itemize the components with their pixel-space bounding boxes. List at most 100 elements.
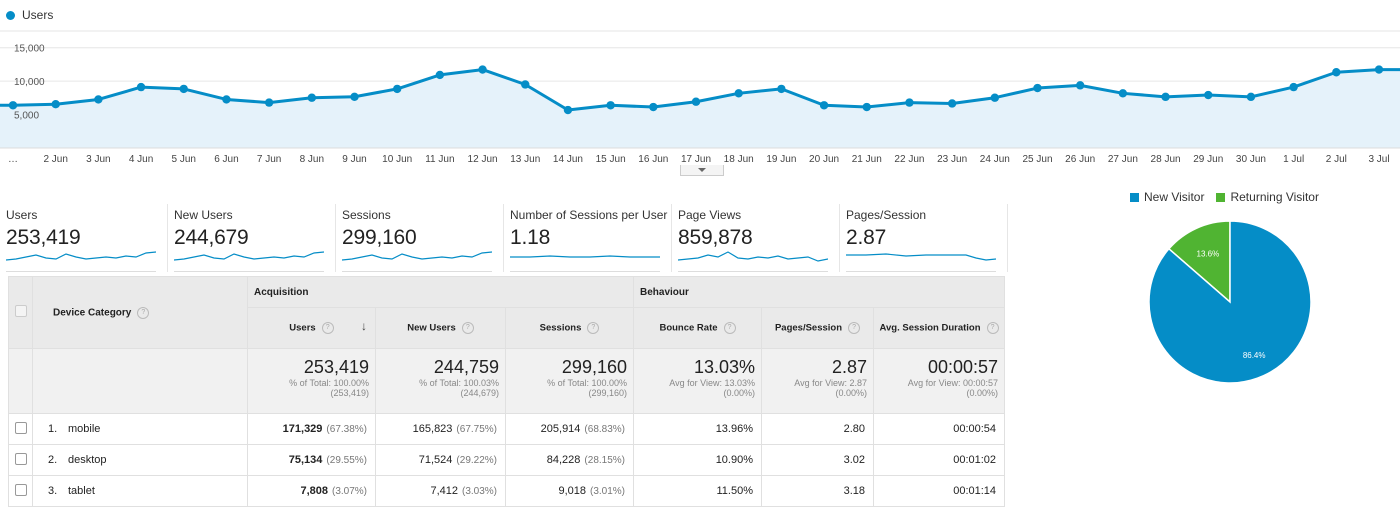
help-icon[interactable]: ? <box>723 322 736 334</box>
help-icon[interactable]: ? <box>986 322 999 334</box>
column-header-sessions[interactable]: Sessions? <box>505 307 634 349</box>
acquisition-group-header: Acquisition <box>247 276 634 308</box>
data-point[interactable] <box>563 105 573 115</box>
pie-legend-item-returning-visitor[interactable]: Returning Visitor <box>1216 190 1319 204</box>
pie-slice-new-visitor[interactable] <box>1148 220 1312 384</box>
select-all-checkbox[interactable] <box>15 305 27 317</box>
data-point[interactable] <box>1374 65 1384 74</box>
data-point[interactable] <box>905 98 914 107</box>
data-point[interactable] <box>392 84 402 94</box>
x-tick-label: 17 Jun <box>681 154 711 165</box>
data-point[interactable] <box>94 95 103 104</box>
column-header-avg-session-duration[interactable]: Avg. Session Duration? <box>872 307 1006 349</box>
pie-slice-returning-visitor[interactable] <box>1167 220 1231 304</box>
data-point[interactable] <box>1075 81 1085 90</box>
scorecard-value: 859,878 <box>678 226 753 249</box>
help-icon[interactable]: ? <box>137 306 150 319</box>
x-tick-label: 19 Jun <box>766 154 796 165</box>
sort-descending-icon[interactable]: ↓ <box>361 319 367 333</box>
totals-label-cell <box>32 348 248 414</box>
help-icon[interactable]: ? <box>461 322 474 334</box>
data-point[interactable] <box>947 99 957 108</box>
x-tick-label: 27 Jun <box>1108 154 1138 165</box>
data-point[interactable] <box>1204 90 1213 100</box>
data-point[interactable] <box>990 93 1000 102</box>
device-link[interactable]: tablet <box>68 485 95 497</box>
column-header-bounce-rate[interactable]: Bounce Rate? <box>633 307 762 349</box>
data-point[interactable] <box>649 102 658 112</box>
column-header-users[interactable]: Users? ↓ <box>247 307 376 349</box>
data-point[interactable] <box>8 101 18 110</box>
help-icon[interactable]: ? <box>587 322 600 334</box>
device-link[interactable]: desktop <box>68 454 107 466</box>
data-point[interactable] <box>136 82 146 92</box>
x-tick-label: 8 Jun <box>300 154 324 165</box>
chart-legend-label: Users <box>22 8 54 22</box>
data-point[interactable] <box>1033 83 1042 93</box>
table-row: 1. mobile 171,329 (67.38%) 165,823 (67.75%)… <box>8 413 1006 445</box>
data-point[interactable] <box>1118 89 1128 98</box>
dimension-header[interactable]: Device Category? <box>32 276 248 349</box>
scorecard-users[interactable]: Users 253,419 <box>0 204 168 272</box>
column-header-new-users[interactable]: New Users? <box>375 307 506 349</box>
column-header-label: Pages/Session <box>774 322 843 334</box>
help-icon[interactable]: ? <box>848 322 861 334</box>
device-link[interactable]: mobile <box>68 423 101 435</box>
series-area <box>0 69 1400 148</box>
chart-legend[interactable]: Users <box>6 8 53 22</box>
cell-value: 165,823 <box>412 423 453 435</box>
x-tick-label: 2 Jul <box>1326 154 1347 165</box>
legend-swatch-icon <box>1130 192 1139 202</box>
data-point[interactable] <box>691 97 701 106</box>
scorecard-page-views[interactable]: Page Views 859,878 <box>672 204 840 272</box>
scorecard-sessions-per-user[interactable]: Number of Sessions per User 1.18 <box>504 204 672 272</box>
visitor-type-pie-chart[interactable]: 13.6% 86.4% <box>1140 212 1320 392</box>
total-value: 2.87 <box>831 357 867 377</box>
data-point[interactable] <box>478 65 487 74</box>
data-point[interactable] <box>1332 68 1341 77</box>
data-point[interactable] <box>307 93 317 102</box>
data-point[interactable] <box>1289 82 1298 92</box>
data-point[interactable] <box>51 100 60 109</box>
data-point[interactable] <box>222 95 231 104</box>
total-subtext: (0.00%) <box>723 388 755 398</box>
data-point[interactable] <box>777 84 786 94</box>
scorecard-sessions[interactable]: Sessions 299,160 <box>336 204 504 272</box>
total-value: 244,759 <box>433 357 499 377</box>
data-point[interactable] <box>819 101 829 110</box>
scorecard-underline <box>6 271 156 272</box>
data-point[interactable] <box>521 80 530 89</box>
scorecard-underline <box>342 271 492 272</box>
x-tick-label: 15 Jun <box>596 154 626 165</box>
data-point[interactable] <box>264 98 274 107</box>
row-checkbox[interactable] <box>14 421 27 434</box>
row-checkbox[interactable] <box>14 452 27 465</box>
scorecard-value: 253,419 <box>6 226 81 249</box>
cell-percent: (3.07%) <box>331 486 367 497</box>
data-point[interactable] <box>435 70 445 80</box>
scorecard-new-users[interactable]: New Users 244,679 <box>168 204 336 272</box>
data-point[interactable] <box>606 101 615 110</box>
device-category-table: Device Category? Acquisition Behaviour U… <box>8 276 1006 507</box>
column-header-pages-per-session[interactable]: Pages/Session? <box>761 307 874 349</box>
data-point[interactable] <box>734 89 743 98</box>
x-tick-label: 20 Jun <box>809 154 839 165</box>
x-tick-label: 16 Jun <box>638 154 668 165</box>
data-point[interactable] <box>350 92 359 101</box>
cell-value: 84,228 <box>546 454 581 466</box>
chart-collapse-handle[interactable] <box>680 165 724 176</box>
cell-percent: (3.03%) <box>461 486 497 497</box>
row-checkbox[interactable] <box>14 483 27 496</box>
sessions-cell: 9,018 (3.01%) <box>505 475 634 507</box>
data-point[interactable] <box>862 102 871 112</box>
data-point[interactable] <box>1161 92 1170 102</box>
cell-value: 7,808 <box>300 485 328 497</box>
users-line-chart[interactable]: 15,000 10,000 5,000 … 2 Jun 3 Jun 4 Jun 5 Jun 6 … <box>0 0 1400 170</box>
data-point[interactable] <box>179 84 188 94</box>
data-point[interactable] <box>1246 92 1256 102</box>
help-icon[interactable]: ? <box>321 322 334 334</box>
x-tick-label: 12 Jun <box>468 154 498 165</box>
scorecard-pages-per-session[interactable]: Pages/Session 2.87 <box>840 204 1008 272</box>
row-checkbox-cell <box>8 475 33 507</box>
pie-legend-item-new-visitor[interactable]: New Visitor <box>1130 190 1204 204</box>
